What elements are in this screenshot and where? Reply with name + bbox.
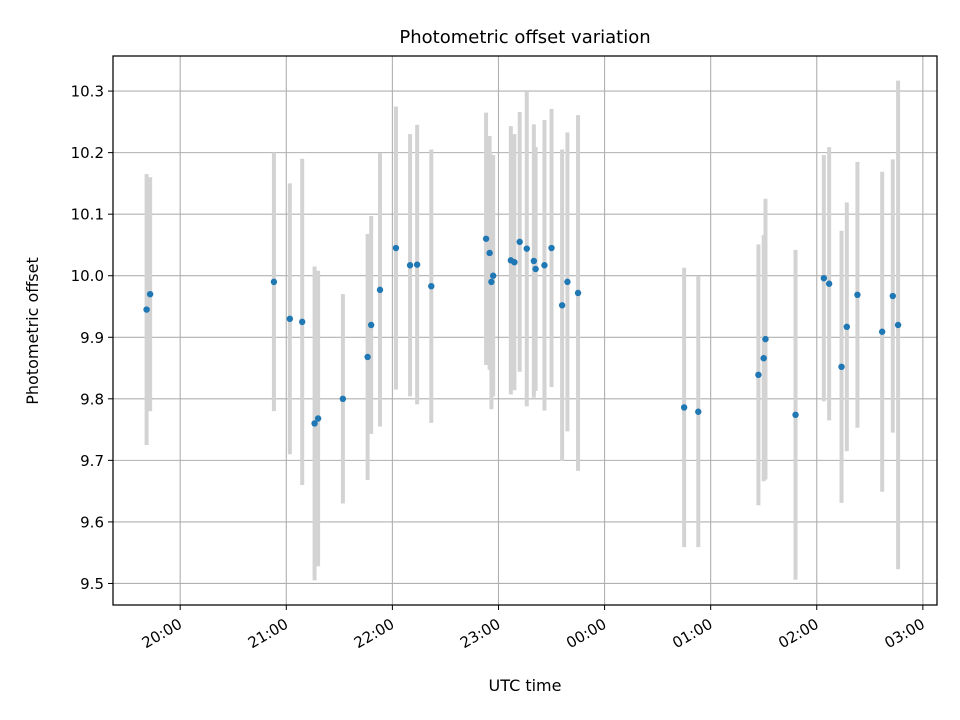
chart-title: Photometric offset variation [399, 27, 650, 48]
error-bars [144, 80, 901, 581]
data-point [854, 291, 861, 299]
data-point [511, 258, 518, 266]
data-point [376, 286, 384, 294]
data-point [270, 278, 278, 286]
plot-frame [112, 55, 938, 606]
y-tick-label: 9.5 [80, 575, 104, 593]
data-point [143, 306, 150, 313]
y-tick-label: 10.1 [71, 206, 104, 224]
data-point [558, 302, 566, 309]
data-point [878, 328, 886, 335]
x-tick-label: 01:00 [669, 615, 715, 652]
data-point [548, 244, 555, 252]
data-point [314, 415, 322, 422]
data-point [825, 280, 833, 287]
x-tick-label: 22:00 [351, 615, 397, 652]
y-axis-ticks: 9.5 9.6 9.7 9.8 9.9 10.0 10.1 10.2 10.3 [71, 83, 113, 593]
x-tick-label: 23:00 [457, 615, 503, 652]
data-point [286, 315, 294, 323]
y-tick-label: 10.2 [71, 144, 104, 162]
data-point [392, 244, 400, 252]
x-tick-label: 00:00 [563, 615, 609, 652]
y-tick-label: 9.9 [80, 329, 104, 347]
data-point [406, 262, 414, 269]
data-point [146, 290, 154, 298]
data-point [311, 420, 318, 427]
y-tick-label: 9.6 [80, 513, 104, 531]
data-point [792, 411, 799, 419]
y-tick-label: 9.8 [80, 390, 104, 408]
data-point [680, 404, 688, 411]
data-point [299, 318, 306, 326]
data-point [488, 278, 495, 286]
data-point [516, 238, 523, 246]
data-point [428, 282, 435, 290]
data-point [367, 321, 375, 329]
data-point [695, 408, 702, 415]
data-point [489, 272, 497, 279]
data-point [762, 335, 769, 343]
data-point [532, 265, 539, 273]
x-tick-label: 02:00 [775, 615, 821, 652]
y-axis-label: Photometric offset [23, 257, 42, 405]
data-point [760, 354, 767, 362]
data-point [339, 395, 347, 403]
data-point [889, 292, 896, 300]
data-point [843, 323, 851, 331]
data-point [755, 371, 762, 379]
x-axis-ticks: 20:00 21:00 22:00 23:00 00:00 01:00 02:00 03:00 [139, 605, 928, 652]
x-tick-label: 21:00 [245, 615, 291, 652]
y-tick-label: 10.0 [71, 267, 104, 285]
data-point [564, 278, 571, 286]
data-point [541, 262, 548, 269]
data-point [894, 321, 902, 329]
x-tick-label: 03:00 [881, 615, 927, 652]
y-tick-label: 10.3 [71, 83, 104, 101]
data-point [486, 249, 493, 257]
x-tick-label: 20:00 [139, 615, 185, 652]
data-point [482, 235, 490, 242]
data-points [143, 235, 902, 427]
data-point [364, 353, 371, 361]
data-point [413, 261, 421, 268]
data-point [530, 257, 538, 265]
data-point [574, 289, 582, 297]
data-point [820, 274, 828, 282]
x-axis-label: UTC time [489, 676, 562, 695]
data-point [838, 363, 845, 371]
data-point [523, 245, 530, 252]
y-tick-label: 9.7 [80, 452, 104, 470]
